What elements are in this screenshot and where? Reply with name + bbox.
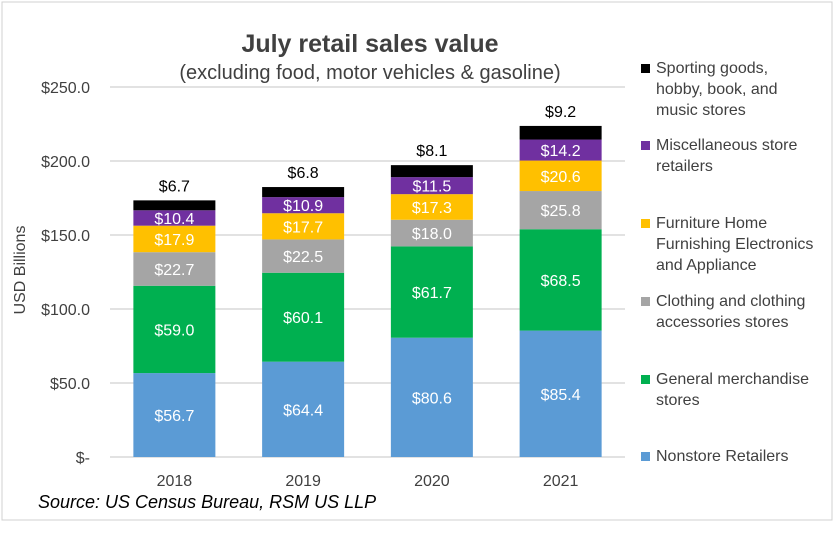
y-axis-label: USD Billions	[12, 226, 29, 315]
data-label: $9.2	[545, 104, 576, 121]
data-label: $11.5	[412, 179, 451, 196]
bar-segment	[133, 200, 216, 211]
bar-segment	[133, 373, 216, 457]
data-label: $14.2	[541, 143, 581, 160]
bar-segment	[390, 246, 473, 338]
y-tick-label: $200.0	[41, 154, 90, 171]
y-tick-label: $50.0	[50, 376, 90, 393]
bar-segment	[519, 330, 602, 457]
bar-segment	[262, 213, 345, 240]
data-label: $68.5	[541, 273, 581, 290]
legend-marker	[641, 375, 650, 384]
bar-segment	[133, 210, 216, 226]
legend-label: Clothing and clothing	[656, 293, 805, 310]
data-label: $18.0	[412, 226, 452, 243]
data-label: $8.1	[416, 143, 447, 160]
data-label: $17.9	[154, 232, 194, 249]
y-tick-label: $100.0	[41, 302, 90, 319]
legend-marker	[641, 219, 650, 228]
data-label: $60.1	[283, 310, 323, 327]
data-label: $6.7	[159, 178, 190, 195]
bar-segment	[519, 229, 602, 331]
legend-label: hobby, book, and	[656, 81, 778, 98]
bar-segment	[133, 285, 216, 374]
data-label: $25.8	[541, 203, 581, 220]
bar-segment	[262, 239, 345, 273]
bar-segment	[390, 219, 473, 247]
x-tick-label: 2020	[414, 473, 450, 490]
legend-marker	[641, 452, 650, 461]
bar-segment	[519, 139, 602, 161]
bar-segment	[390, 194, 473, 220]
legend-label: Furniture Home	[656, 215, 767, 232]
legend-label: Furnishing Electronics	[656, 236, 813, 253]
source-note: Source: US Census Bureau, RSM US LLP	[38, 492, 376, 512]
legend-label: retailers	[656, 158, 713, 175]
legend-label: stores	[656, 392, 700, 409]
data-label: $10.4	[154, 211, 194, 228]
bar-segment	[262, 187, 345, 198]
bar-segment	[519, 160, 602, 192]
x-tick-label: 2018	[157, 473, 193, 490]
data-label: $61.7	[412, 285, 452, 302]
legend-label: Nonstore Retailers	[656, 448, 789, 465]
x-tick-label: 2019	[285, 473, 321, 490]
bar-segment	[390, 177, 473, 195]
legend-label: and Appliance	[656, 257, 757, 274]
legend-label: General merchandise	[656, 371, 809, 388]
y-tick-label: $150.0	[41, 228, 90, 245]
data-label: $6.8	[288, 165, 319, 182]
data-label: $20.6	[541, 169, 581, 186]
bar-segment	[262, 361, 345, 457]
y-tick-label: $250.0	[41, 80, 90, 97]
bar-segment	[262, 197, 345, 214]
legend-label: accessories stores	[656, 314, 789, 331]
bar-segment	[519, 125, 602, 140]
legend-marker	[641, 64, 650, 73]
legend-marker	[641, 297, 650, 306]
bar-segment	[519, 191, 602, 230]
legend-marker	[641, 141, 650, 150]
data-label: $22.5	[283, 249, 323, 266]
legend-label: music stores	[656, 102, 746, 119]
y-tick-label: $-	[76, 450, 90, 467]
data-label: $59.0	[154, 322, 194, 339]
chart-title: July retail sales value	[241, 30, 498, 58]
legend-label: Miscellaneous store	[656, 137, 798, 154]
data-label: $85.4	[541, 387, 581, 404]
data-label: $10.9	[283, 198, 323, 215]
data-label: $22.7	[154, 262, 194, 279]
bar-segment	[133, 252, 216, 286]
legend-label: Sporting goods,	[656, 60, 768, 77]
data-label: $80.6	[412, 390, 452, 407]
chart-subtitle: (excluding food, motor vehicles & gasoli…	[179, 62, 560, 84]
data-label: $56.7	[154, 408, 194, 425]
bar-segment	[262, 272, 345, 362]
bar-segment	[390, 337, 473, 457]
x-tick-label: 2021	[543, 473, 579, 490]
data-label: $17.3	[412, 200, 452, 217]
bar-segment	[133, 225, 216, 253]
data-label: $17.7	[283, 219, 323, 236]
bar-segment	[390, 165, 473, 178]
data-label: $64.4	[283, 402, 323, 419]
